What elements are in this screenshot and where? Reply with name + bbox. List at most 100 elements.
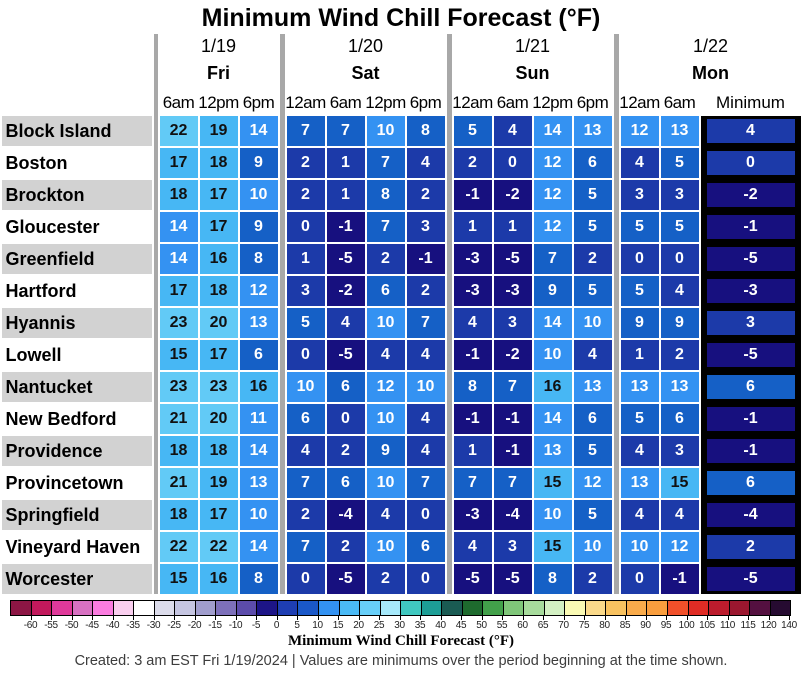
forecast-cell: -5 bbox=[326, 340, 365, 370]
forecast-cell: 13 bbox=[573, 116, 612, 146]
colorbar-tick bbox=[51, 616, 52, 620]
time-label: 6am bbox=[329, 93, 362, 112]
forecast-cell: 2 bbox=[453, 148, 492, 178]
forecast-cell: 14 bbox=[239, 116, 278, 146]
forecast-cell: 6 bbox=[326, 372, 365, 402]
forecast-cell: 2 bbox=[286, 500, 325, 530]
forecast-cell: 18 bbox=[159, 180, 198, 210]
colorbar-tick bbox=[235, 616, 237, 620]
forecast-cell: -3 bbox=[453, 244, 492, 274]
forecast-cell: -3 bbox=[453, 276, 492, 306]
forecast-cell: 23 bbox=[199, 372, 238, 402]
forecast-cell: -1 bbox=[453, 340, 492, 370]
forecast-cell: -1 bbox=[493, 404, 532, 434]
colorbar-segment bbox=[298, 601, 319, 615]
colorbar-tick-label: 10 bbox=[312, 620, 323, 631]
colorbar-tick bbox=[522, 616, 524, 620]
time-label: 6pm bbox=[576, 93, 609, 112]
forecast-cell: 2 bbox=[286, 180, 325, 210]
colorbar-segment bbox=[421, 601, 443, 615]
forecast-cell: 13 bbox=[620, 468, 659, 498]
location-label: Brockton bbox=[1, 180, 152, 210]
forecast-cell: 3 bbox=[286, 276, 325, 306]
forecast-cell: 5 bbox=[573, 436, 612, 466]
colorbar-segment bbox=[360, 601, 381, 615]
colorbar-tick bbox=[30, 616, 32, 620]
colorbar-segment bbox=[257, 601, 278, 615]
colorbar-segment bbox=[113, 601, 135, 615]
day-label: Mon bbox=[692, 62, 729, 83]
forecast-cell: 5 bbox=[573, 500, 612, 530]
forecast-cell: 7 bbox=[366, 148, 405, 178]
colorbar-tick bbox=[481, 616, 483, 620]
day-label: Sat bbox=[351, 62, 380, 83]
colorbar-segment bbox=[626, 601, 648, 615]
location-label: Lowell bbox=[1, 340, 152, 370]
forecast-cell: 8 bbox=[533, 564, 572, 594]
forecast-cell: 4 bbox=[620, 436, 659, 466]
forecast-cell: 10 bbox=[239, 500, 278, 530]
forecast-cell: -3 bbox=[493, 276, 532, 306]
forecast-cell: 4 bbox=[406, 340, 445, 370]
forecast-cell: 1 bbox=[620, 340, 659, 370]
location-label: Vineyard Haven bbox=[1, 532, 152, 562]
forecast-cell: 15 bbox=[660, 468, 699, 498]
location-label: Hyannis bbox=[1, 308, 152, 338]
forecast-cell: 1 bbox=[326, 180, 365, 210]
forecast-cell: 7 bbox=[286, 116, 325, 146]
forecast-cell: 12 bbox=[366, 372, 405, 402]
colorbar-tick bbox=[645, 616, 647, 620]
colorbar-tick-label: 25 bbox=[373, 620, 385, 631]
forecast-cell: 12 bbox=[533, 212, 572, 242]
colorbar-tick bbox=[789, 616, 790, 620]
colorbar-segment bbox=[11, 601, 32, 615]
colorbar-tick-label: 90 bbox=[640, 620, 651, 631]
date-label: 1/21 bbox=[514, 35, 551, 56]
colorbar-tick bbox=[604, 616, 606, 620]
colorbar-tick-label: 80 bbox=[599, 620, 610, 631]
forecast-cell: -1 bbox=[453, 404, 492, 434]
colorbar-tick bbox=[727, 616, 729, 620]
forecast-cell: -1 bbox=[453, 180, 492, 210]
forecast-cell: -5 bbox=[326, 564, 365, 594]
forecast-cell: 12 bbox=[660, 532, 699, 562]
forecast-cell: 16 bbox=[199, 564, 238, 594]
colorbar-segment bbox=[565, 601, 586, 615]
forecast-cell: 14 bbox=[159, 212, 198, 242]
colorbar-tick-labels: -60 -55 -50 -45 -40 -35 -30 -25 -20 -15 -10 -5 0 5 10 1… bbox=[10, 616, 797, 633]
colorbar-segment bbox=[380, 601, 402, 615]
colorbar-tick-label: -50 bbox=[64, 620, 79, 631]
location-label: Provincetown bbox=[1, 468, 152, 498]
forecast-cell: 2 bbox=[406, 276, 445, 306]
colorbar-tick bbox=[625, 616, 626, 620]
forecast-cell: 20 bbox=[199, 404, 238, 434]
forecast-cell: 13 bbox=[660, 116, 699, 146]
time-label: 12am bbox=[619, 93, 660, 112]
colorbar-tick-label: 100 bbox=[678, 620, 695, 631]
minimum-cell: -4 bbox=[706, 503, 795, 527]
colorbar-tick bbox=[563, 616, 565, 620]
forecast-cell: 5 bbox=[573, 212, 612, 242]
forecast-cell: 10 bbox=[573, 308, 612, 338]
colorbar-segment bbox=[709, 601, 730, 615]
forecast-cell: 6 bbox=[573, 148, 612, 178]
colorbar-caption: Minimum Wind Chill Forecast (°F) bbox=[287, 633, 514, 649]
location-label: Hartford bbox=[1, 276, 152, 306]
day-label: Sun bbox=[515, 62, 550, 83]
forecast-cell: 6 bbox=[239, 340, 278, 370]
minimum-cell: -5 bbox=[706, 247, 795, 271]
colorbar-tick bbox=[276, 616, 278, 620]
forecast-cell: 6 bbox=[286, 404, 325, 434]
colorbar-tick bbox=[420, 616, 421, 620]
forecast-cell: 4 bbox=[660, 276, 699, 306]
forecast-cell: 13 bbox=[239, 308, 278, 338]
date-label: 1/20 bbox=[347, 35, 384, 56]
colorbar-tick bbox=[153, 616, 155, 620]
forecast-cell: 2 bbox=[366, 564, 405, 594]
forecast-cell: 22 bbox=[159, 116, 198, 146]
colorbar-tick bbox=[256, 616, 257, 620]
forecast-cell: 15 bbox=[533, 468, 572, 498]
forecast-cell: 2 bbox=[326, 436, 365, 466]
forecast-cell: 3 bbox=[406, 212, 445, 242]
location-label: Nantucket bbox=[1, 372, 152, 402]
